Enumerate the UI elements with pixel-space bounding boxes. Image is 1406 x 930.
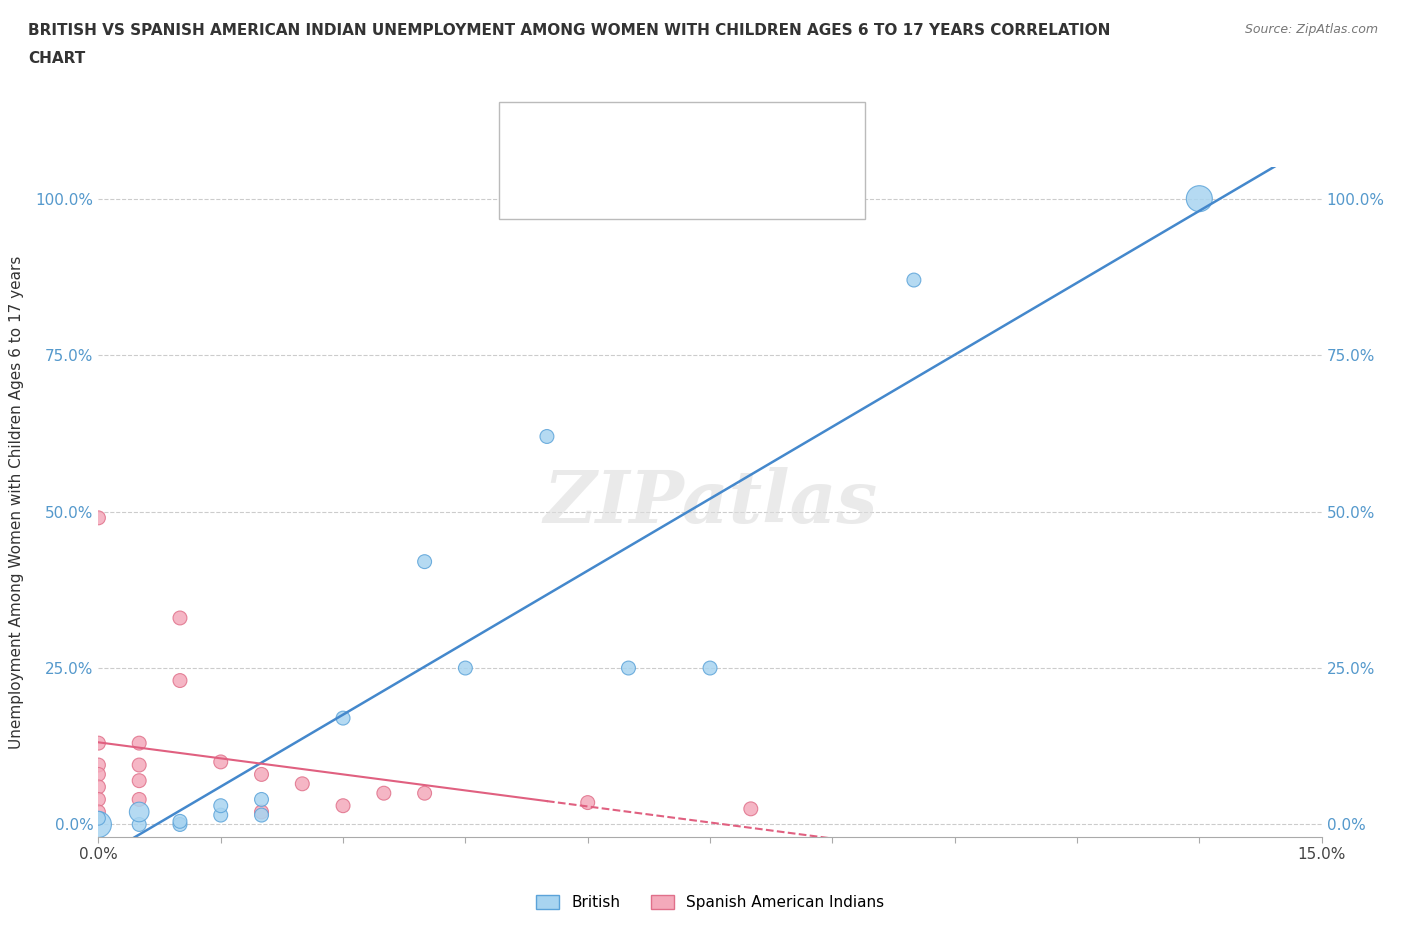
Text: N =: N =	[678, 116, 714, 135]
Y-axis label: Unemployment Among Women with Children Ages 6 to 17 years: Unemployment Among Women with Children A…	[10, 256, 24, 749]
Point	[291, 777, 314, 791]
Text: 22: 22	[720, 153, 745, 172]
Point	[209, 798, 232, 813]
Point	[250, 807, 273, 822]
Point	[454, 660, 477, 675]
Point	[413, 554, 436, 569]
Text: CHART: CHART	[28, 51, 86, 66]
Point	[87, 511, 110, 525]
Point	[169, 814, 191, 829]
Legend: British, Spanish American Indians: British, Spanish American Indians	[530, 889, 890, 916]
Point	[87, 736, 110, 751]
Text: -0.140: -0.140	[610, 153, 675, 172]
Point	[332, 711, 354, 725]
Text: 18: 18	[720, 116, 745, 135]
Point	[87, 804, 110, 819]
Point	[169, 610, 191, 625]
Point	[128, 773, 150, 788]
Point	[250, 767, 273, 782]
Point	[128, 804, 150, 819]
Text: R =: R =	[568, 153, 605, 172]
Point	[87, 758, 110, 773]
Point	[209, 754, 232, 769]
Point	[87, 767, 110, 782]
Point	[903, 272, 925, 287]
Point	[128, 792, 150, 807]
Point	[740, 802, 762, 817]
Point	[87, 811, 110, 826]
Text: ZIPatlas: ZIPatlas	[543, 467, 877, 538]
Point	[87, 779, 110, 794]
Text: Source: ZipAtlas.com: Source: ZipAtlas.com	[1244, 23, 1378, 36]
Point	[617, 660, 640, 675]
Point	[209, 807, 232, 822]
Text: BRITISH VS SPANISH AMERICAN INDIAN UNEMPLOYMENT AMONG WOMEN WITH CHILDREN AGES 6: BRITISH VS SPANISH AMERICAN INDIAN UNEMP…	[28, 23, 1111, 38]
Point	[373, 786, 395, 801]
Text: N =: N =	[678, 153, 714, 172]
Point	[128, 817, 150, 832]
Point	[169, 673, 191, 688]
Point	[250, 804, 273, 819]
Text: R =: R =	[568, 116, 605, 135]
Point	[250, 792, 273, 807]
Point	[413, 786, 436, 801]
Point	[332, 798, 354, 813]
Point	[576, 795, 599, 810]
Point	[128, 758, 150, 773]
Point	[87, 792, 110, 807]
Point	[536, 429, 558, 444]
Text: 0.835: 0.835	[610, 116, 668, 135]
Point	[128, 736, 150, 751]
Point	[87, 817, 110, 832]
Point	[699, 660, 721, 675]
Point	[1188, 192, 1211, 206]
Point	[169, 817, 191, 832]
